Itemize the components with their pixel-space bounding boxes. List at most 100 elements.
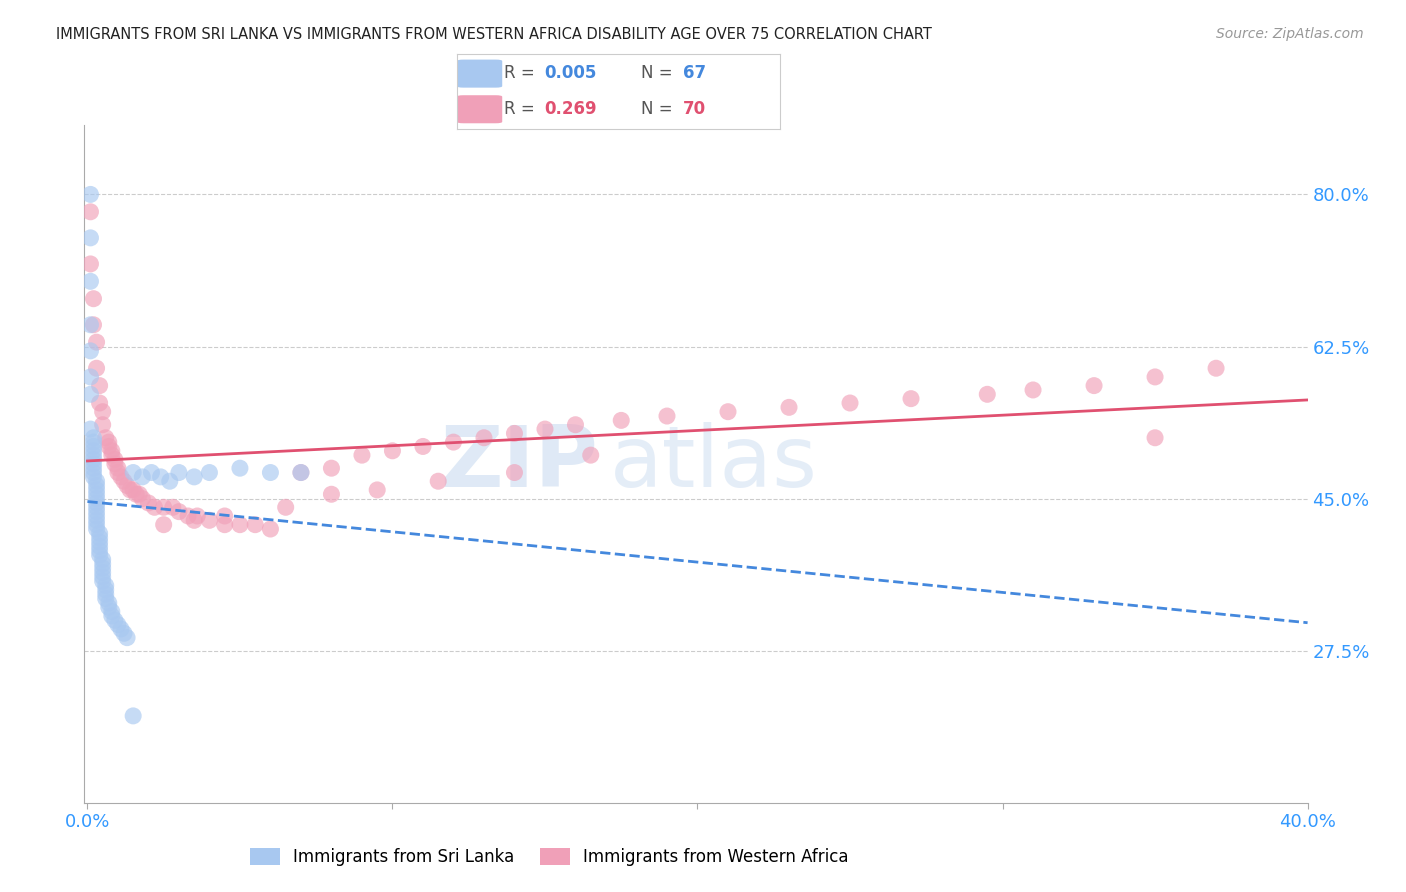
Point [259, 466, 281, 480]
Point [290, 466, 312, 480]
Point [94, 582, 117, 597]
Point [83, 318, 105, 332]
Point [83, 457, 105, 471]
Point [976, 387, 998, 401]
Point [86, 500, 108, 515]
Text: ZIP: ZIP [440, 422, 598, 506]
Point [214, 517, 236, 532]
Point [120, 483, 142, 497]
Point [89, 396, 111, 410]
Point [115, 478, 138, 492]
Point [83, 443, 105, 458]
Point [259, 522, 281, 536]
Point [177, 508, 200, 523]
Point [91, 552, 114, 566]
Point [104, 613, 127, 627]
FancyBboxPatch shape [457, 60, 502, 87]
Point [138, 496, 160, 510]
Point [141, 466, 163, 480]
Point [274, 500, 297, 515]
Point [89, 526, 111, 541]
Point [167, 505, 190, 519]
Point [290, 466, 312, 480]
Point [503, 426, 526, 441]
Text: R =: R = [503, 64, 534, 82]
Point [122, 466, 145, 480]
Point [86, 522, 108, 536]
Point [83, 466, 105, 480]
Point [131, 491, 153, 506]
Point [503, 466, 526, 480]
Point [104, 457, 127, 471]
Point [1144, 431, 1167, 445]
Point [91, 557, 114, 571]
Point [381, 443, 404, 458]
Point [229, 461, 252, 475]
Point [186, 508, 208, 523]
Point [610, 413, 633, 427]
Point [83, 448, 105, 462]
Point [110, 622, 132, 636]
Point [655, 409, 678, 423]
Point [91, 417, 114, 432]
Point [86, 483, 108, 497]
Point [79, 231, 101, 245]
Point [91, 566, 114, 580]
Point [412, 440, 434, 454]
Point [214, 508, 236, 523]
Point [534, 422, 557, 436]
Point [112, 474, 135, 488]
Point [79, 257, 101, 271]
Point [107, 617, 129, 632]
Point [94, 578, 117, 592]
Point [86, 508, 108, 523]
Point [83, 461, 105, 475]
Point [717, 405, 740, 419]
Point [83, 470, 105, 484]
Text: N =: N = [641, 64, 673, 82]
Point [83, 292, 105, 306]
Point [79, 422, 101, 436]
Point [198, 513, 221, 527]
Point [86, 335, 108, 350]
Point [86, 487, 108, 501]
Point [79, 370, 101, 384]
Point [83, 435, 105, 450]
Point [149, 470, 172, 484]
Point [321, 461, 343, 475]
Point [198, 466, 221, 480]
Point [101, 605, 124, 619]
Point [243, 517, 266, 532]
Point [131, 470, 153, 484]
Point [97, 440, 120, 454]
Point [86, 505, 108, 519]
Point [115, 631, 138, 645]
Point [350, 448, 373, 462]
Point [89, 535, 111, 549]
Point [122, 709, 145, 723]
Point [321, 487, 343, 501]
Point [229, 517, 252, 532]
Point [86, 474, 108, 488]
Point [91, 574, 114, 589]
FancyBboxPatch shape [457, 95, 502, 123]
Point [79, 387, 101, 401]
Text: atlas: atlas [610, 422, 818, 506]
Point [107, 461, 129, 475]
Point [167, 466, 190, 480]
Point [143, 500, 166, 515]
Text: R =: R = [503, 100, 534, 118]
Point [472, 431, 495, 445]
Point [91, 561, 114, 575]
Point [778, 401, 800, 415]
Point [125, 487, 148, 501]
Point [86, 361, 108, 376]
Point [83, 440, 105, 454]
Point [86, 478, 108, 492]
Point [1144, 370, 1167, 384]
Point [79, 187, 101, 202]
Point [89, 378, 111, 392]
Point [79, 274, 101, 288]
Point [94, 587, 117, 601]
Point [86, 496, 108, 510]
